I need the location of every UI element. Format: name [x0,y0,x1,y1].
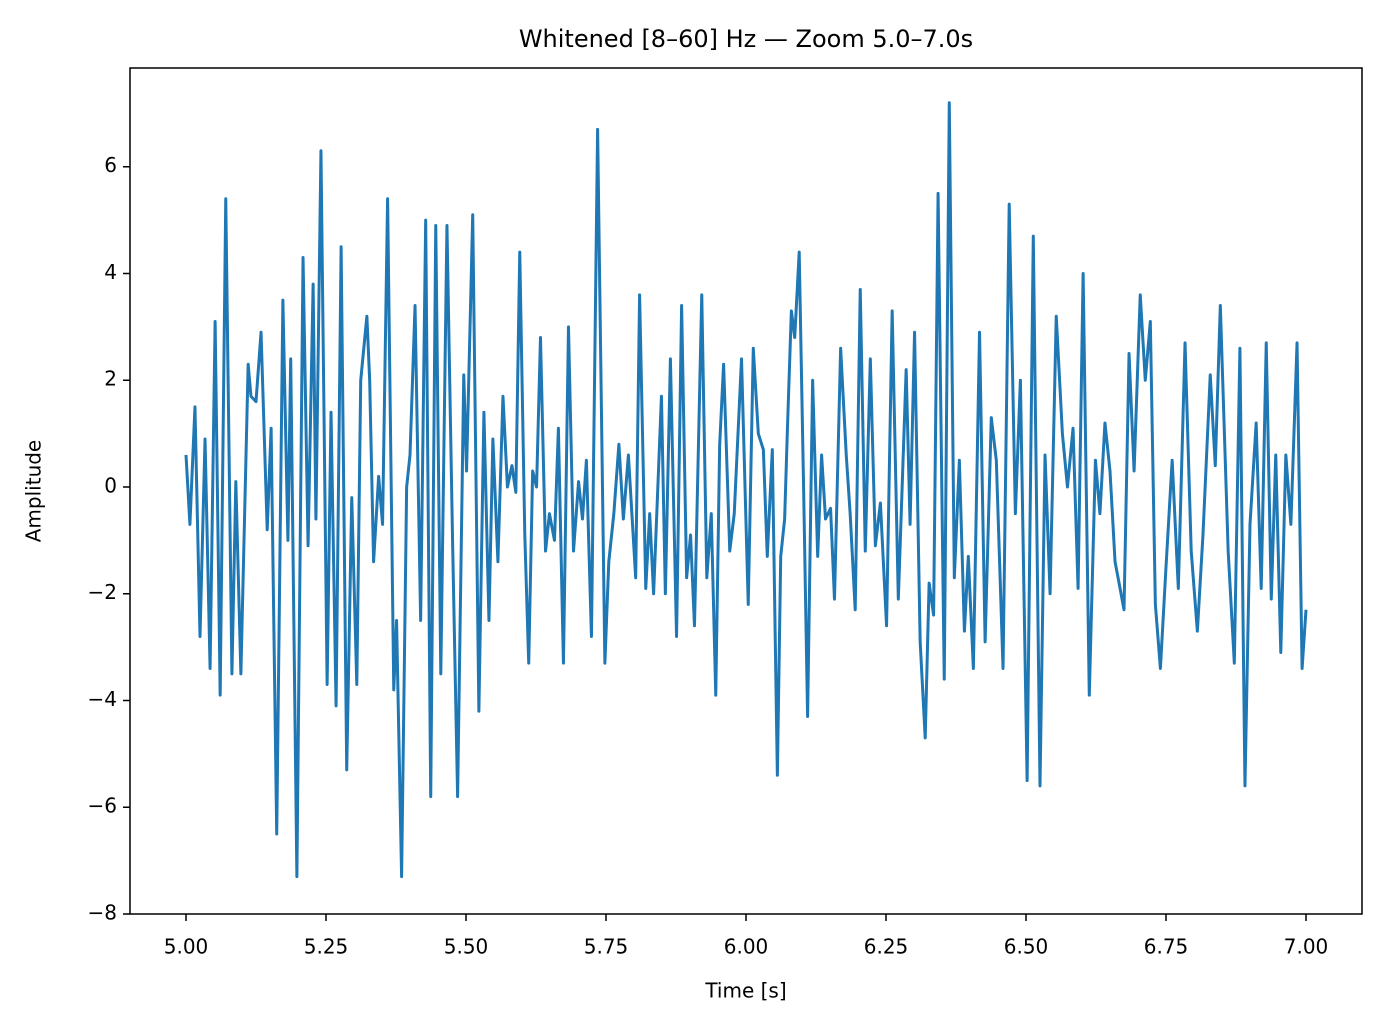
x-tick-label: 5.75 [584,935,629,959]
x-tick-label: 5.25 [304,935,349,959]
x-tick-label: 6.50 [1004,935,1049,959]
y-tick-label: −8 [88,901,117,925]
x-tick-label: 6.75 [1144,935,1189,959]
x-tick-label: 5.00 [164,935,209,959]
y-tick-label: 0 [104,473,117,497]
y-tick-label: 6 [104,153,117,177]
x-tick-label: 6.25 [864,935,909,959]
chart-title: Whitened [8–60] Hz — Zoom 5.0–7.0s [519,25,973,53]
y-axis-label: Amplitude [22,440,46,543]
x-tick-label: 7.00 [1284,935,1329,959]
y-tick-label: 4 [104,260,117,284]
x-tick-label: 6.00 [724,935,769,959]
y-tick-label: 2 [104,367,117,391]
x-tick-label: 5.50 [444,935,489,959]
y-tick-label: −4 [88,687,117,711]
x-axis-label: Time [s] [704,979,786,1003]
data-line [184,101,1308,879]
plot-frame [129,67,1363,915]
y-tick-label: −6 [88,794,117,818]
y-tick-label: −2 [88,580,117,604]
